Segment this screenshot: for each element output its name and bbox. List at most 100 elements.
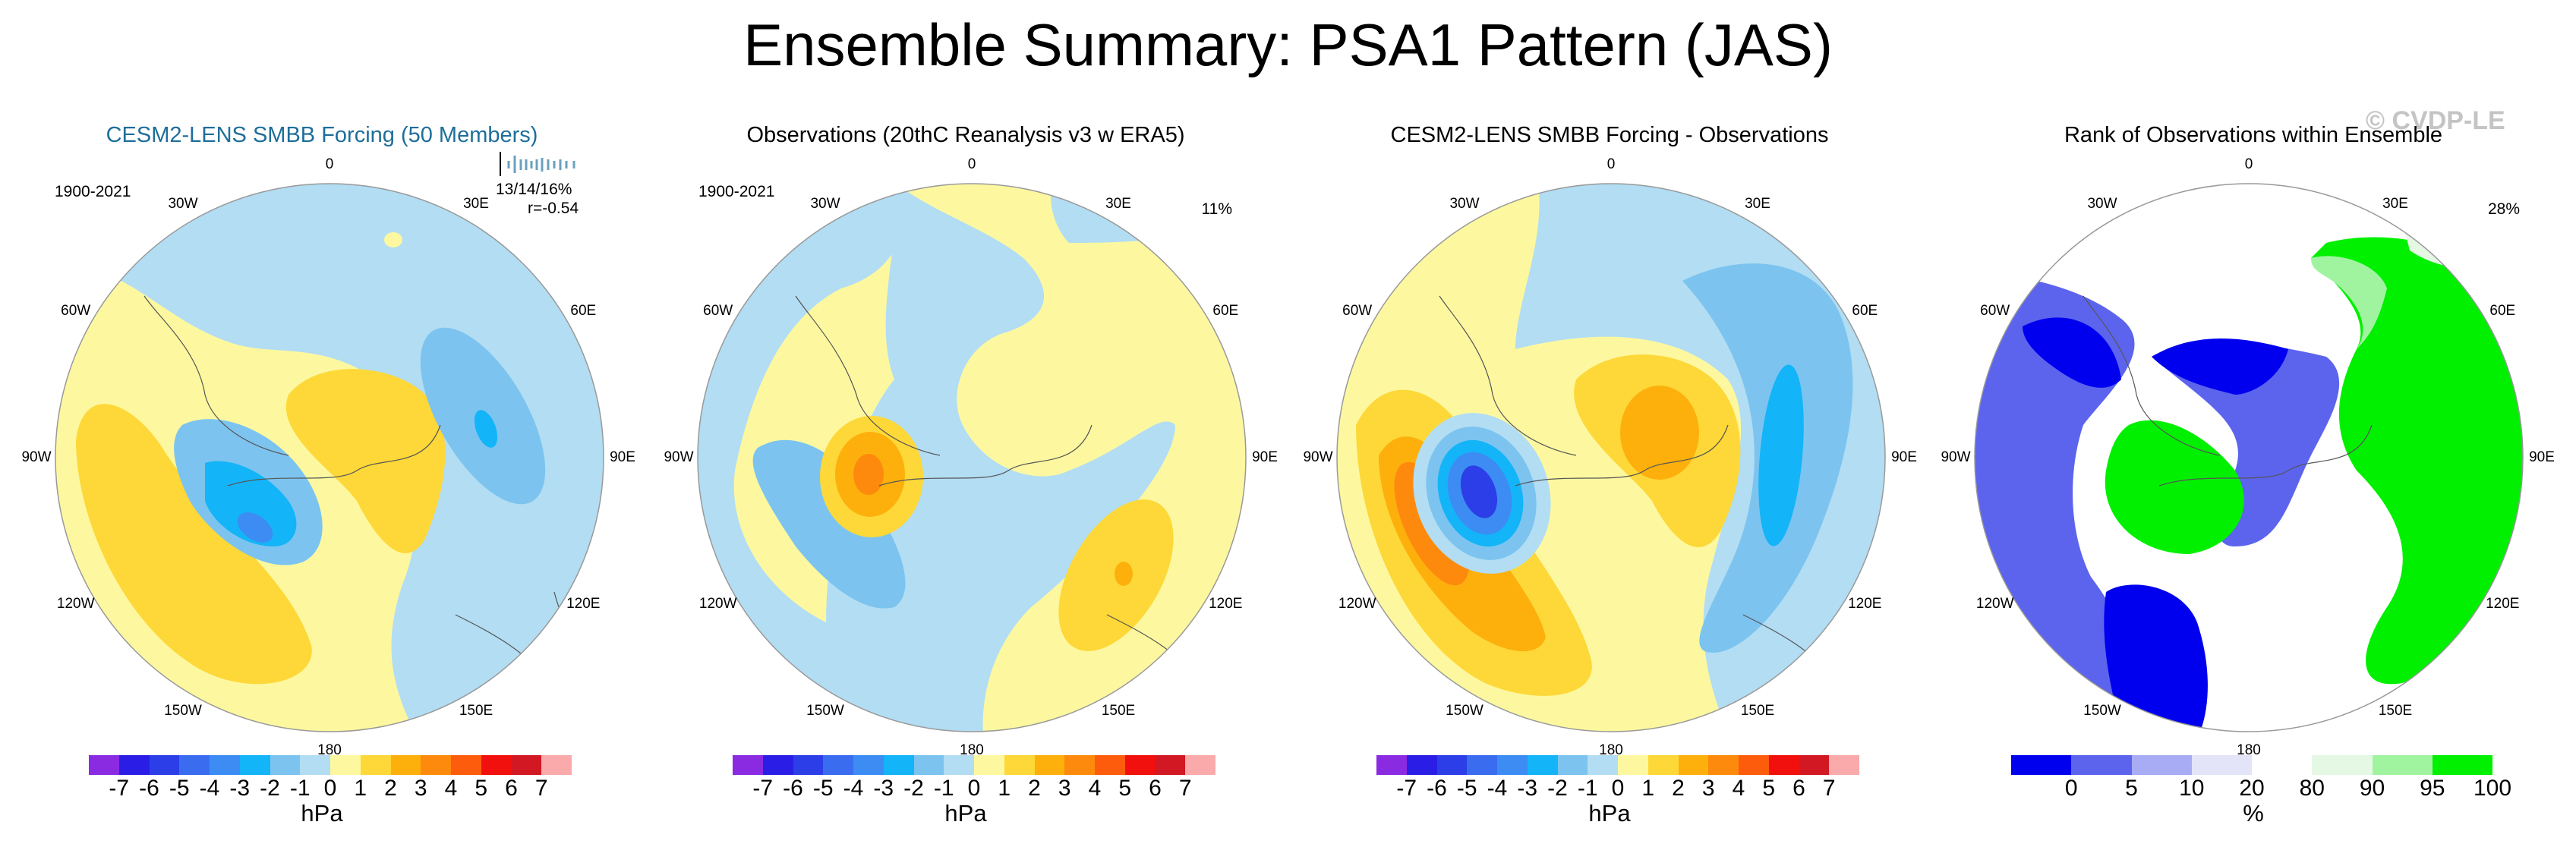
colorbar-tick-label: 80 bbox=[2299, 776, 2325, 801]
colorbar-box bbox=[210, 755, 240, 775]
lon-label: 30E bbox=[463, 195, 489, 212]
lon-label: 0 bbox=[325, 156, 334, 172]
colorbar-box bbox=[300, 755, 330, 775]
colorbar-box bbox=[1799, 755, 1830, 775]
colorbar-box bbox=[239, 755, 270, 775]
colorbar-tick-label: 3 bbox=[1701, 776, 1715, 801]
lon-label: 90W bbox=[664, 449, 694, 465]
colorbar-box bbox=[149, 755, 180, 775]
panel-title: CESM2-LENS SMBB Forcing - Observations bbox=[1390, 123, 1829, 147]
lon-label: 60E bbox=[2489, 303, 2516, 319]
lon-label: 0 bbox=[2244, 156, 2253, 172]
colorbar-box bbox=[2372, 755, 2433, 775]
panel-title: Rank of Observations within Ensemble bbox=[2064, 123, 2443, 147]
colorbar-box bbox=[481, 755, 512, 775]
colorbar-box bbox=[360, 755, 391, 775]
colorbar-box bbox=[2011, 755, 2072, 775]
colorbar-tick-label: 90 bbox=[2359, 776, 2385, 801]
stats-percent: 13/14/16% bbox=[496, 181, 572, 198]
negative-west bbox=[698, 184, 910, 732]
lon-label: 60E bbox=[570, 303, 597, 319]
positive-band bbox=[76, 404, 312, 685]
lon-label: 60W bbox=[1980, 303, 2010, 319]
colorbar-tick-label: 20 bbox=[2239, 776, 2265, 801]
colorbar-box bbox=[1064, 755, 1095, 775]
colorbar-box bbox=[793, 755, 824, 775]
panel-title: Observations (20thC Reanalysis v3 w ERA5… bbox=[746, 123, 1185, 147]
stats-correlation: r=-0.54 bbox=[528, 200, 579, 217]
lon-label: 150E bbox=[1740, 703, 1775, 719]
period-label: 1900-2021 bbox=[55, 183, 131, 200]
colorbar-tick-label: -2 bbox=[1547, 776, 1568, 801]
colorbar-box bbox=[511, 755, 542, 775]
lon-label: 120E bbox=[1848, 596, 1882, 612]
colorbar-tick-label: 5 bbox=[2125, 776, 2138, 801]
colorbar-box bbox=[2312, 755, 2373, 775]
indian-negative-min bbox=[474, 410, 498, 448]
colorbar-box bbox=[421, 755, 451, 775]
indian-negative-min bbox=[1758, 364, 1804, 546]
panel-title: CESM2-LENS SMBB Forcing (50 Members) bbox=[106, 123, 538, 147]
colorbar-box bbox=[1829, 755, 1859, 775]
map-boundary bbox=[1974, 183, 2524, 732]
colorbar-tick-label: -3 bbox=[229, 776, 251, 801]
colorbar-tick-label: -3 bbox=[873, 776, 894, 801]
lon-label: 90E bbox=[610, 449, 635, 465]
colorbar-box bbox=[974, 755, 1004, 775]
lon-label: 90W bbox=[21, 449, 52, 465]
colorbar-box bbox=[944, 755, 974, 775]
small-positive bbox=[384, 232, 402, 247]
colorbar-box bbox=[762, 755, 793, 775]
colorbar-tick-label: 0 bbox=[1611, 776, 1625, 801]
colorbar-tick-label: 2 bbox=[384, 776, 397, 801]
colorbar-box bbox=[541, 755, 572, 775]
colorbar-tick-label: 2 bbox=[1672, 776, 1685, 801]
colorbar-box bbox=[1124, 755, 1156, 775]
colorbar-box bbox=[2191, 755, 2252, 775]
lon-label: 30E bbox=[2382, 195, 2408, 212]
lon-label: 150W bbox=[164, 703, 202, 719]
colorbar-box bbox=[1678, 755, 1709, 775]
colorbar: 0 5 10 20 80 90 95 100% bbox=[1931, 0, 2575, 847]
colorbar-box bbox=[330, 755, 361, 775]
polar-map bbox=[1336, 183, 1886, 732]
colorbar-tick-label: 0 bbox=[967, 776, 981, 801]
lon-label: 150W bbox=[2083, 703, 2121, 719]
colorbar-box bbox=[853, 755, 884, 775]
lon-label: 180 bbox=[2237, 742, 2261, 758]
antarctic-positive-2 bbox=[1620, 386, 1699, 480]
colorbar-units: hPa bbox=[944, 800, 987, 827]
colorbar-box bbox=[1034, 755, 1065, 775]
colorbar-box bbox=[2071, 755, 2132, 775]
colorbar-box bbox=[1376, 755, 1407, 775]
lon-label: 90W bbox=[1303, 449, 1333, 465]
lon-label: 60E bbox=[1212, 303, 1239, 319]
colorbar-box bbox=[118, 755, 150, 775]
lon-label: 90W bbox=[1941, 449, 1971, 465]
colorbar-tick-label: 7 bbox=[1178, 776, 1192, 801]
colorbar-box bbox=[2131, 755, 2192, 775]
colorbar-box bbox=[1768, 755, 1799, 775]
percent-label: 11% bbox=[1201, 200, 1232, 218]
colorbar-tick-label: -3 bbox=[1517, 776, 1538, 801]
coastline bbox=[143, 295, 585, 684]
positive-max bbox=[853, 454, 884, 495]
colorbar-tick-label: -7 bbox=[752, 776, 774, 801]
rank-95 bbox=[2311, 256, 2387, 349]
colorbar-tick-label: 100 bbox=[2473, 776, 2512, 801]
lon-label: 30E bbox=[1745, 195, 1770, 212]
colorbar-tick-label: 6 bbox=[1792, 776, 1805, 801]
colorbar-tick-label: -1 bbox=[933, 776, 954, 801]
percent-label: 28% bbox=[2487, 200, 2520, 218]
colorbar-tick-label: 3 bbox=[414, 776, 427, 801]
colorbar-box bbox=[913, 755, 944, 775]
colorbar-tick-label: 5 bbox=[1762, 776, 1776, 801]
coastline bbox=[2083, 295, 2373, 486]
colorbar-tick-label: 7 bbox=[534, 776, 548, 801]
figure-title: Ensemble Summary: PSA1 Pattern (JAS) bbox=[743, 11, 1833, 78]
colorbar-box bbox=[451, 755, 481, 775]
negative-min bbox=[237, 512, 273, 543]
lon-label: 30W bbox=[2087, 195, 2117, 212]
ensemble-rank-ticks bbox=[500, 152, 575, 176]
